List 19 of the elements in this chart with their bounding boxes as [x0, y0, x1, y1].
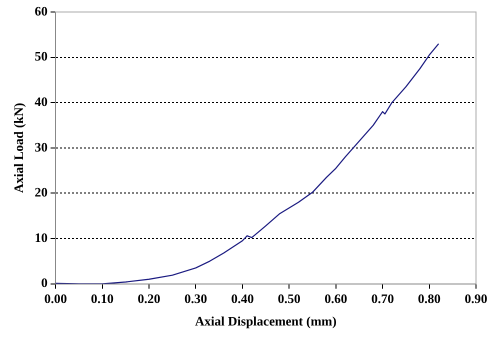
x-tick-label: 0.80 [418, 290, 441, 306]
x-tick-label: 0.70 [371, 290, 394, 306]
x-axis-title: Axial Displacement (mm) [195, 314, 337, 329]
x-tick-label: 0.60 [324, 290, 348, 306]
x-tick-label: 0.40 [231, 290, 254, 306]
y-tick-label: 20 [34, 184, 48, 200]
y-tick-label: 40 [34, 94, 48, 109]
x-tick-label: 0.30 [184, 290, 208, 306]
x-tick-label: 0.90 [464, 290, 488, 306]
y-tick-label: 10 [34, 230, 48, 245]
y-tick-label: 30 [34, 139, 48, 154]
y-tick-label: 50 [34, 48, 48, 64]
x-tick-label: 0.10 [90, 290, 114, 306]
x-tick-label: 0.00 [44, 290, 67, 306]
x-tick-label: 0.20 [138, 290, 160, 306]
y-axis-title: Axial Load (kN) [11, 102, 26, 194]
y-tick-label: 0 [41, 275, 48, 290]
y-tick-label: 60 [34, 3, 48, 18]
x-tick-label: 0.50 [278, 290, 301, 306]
